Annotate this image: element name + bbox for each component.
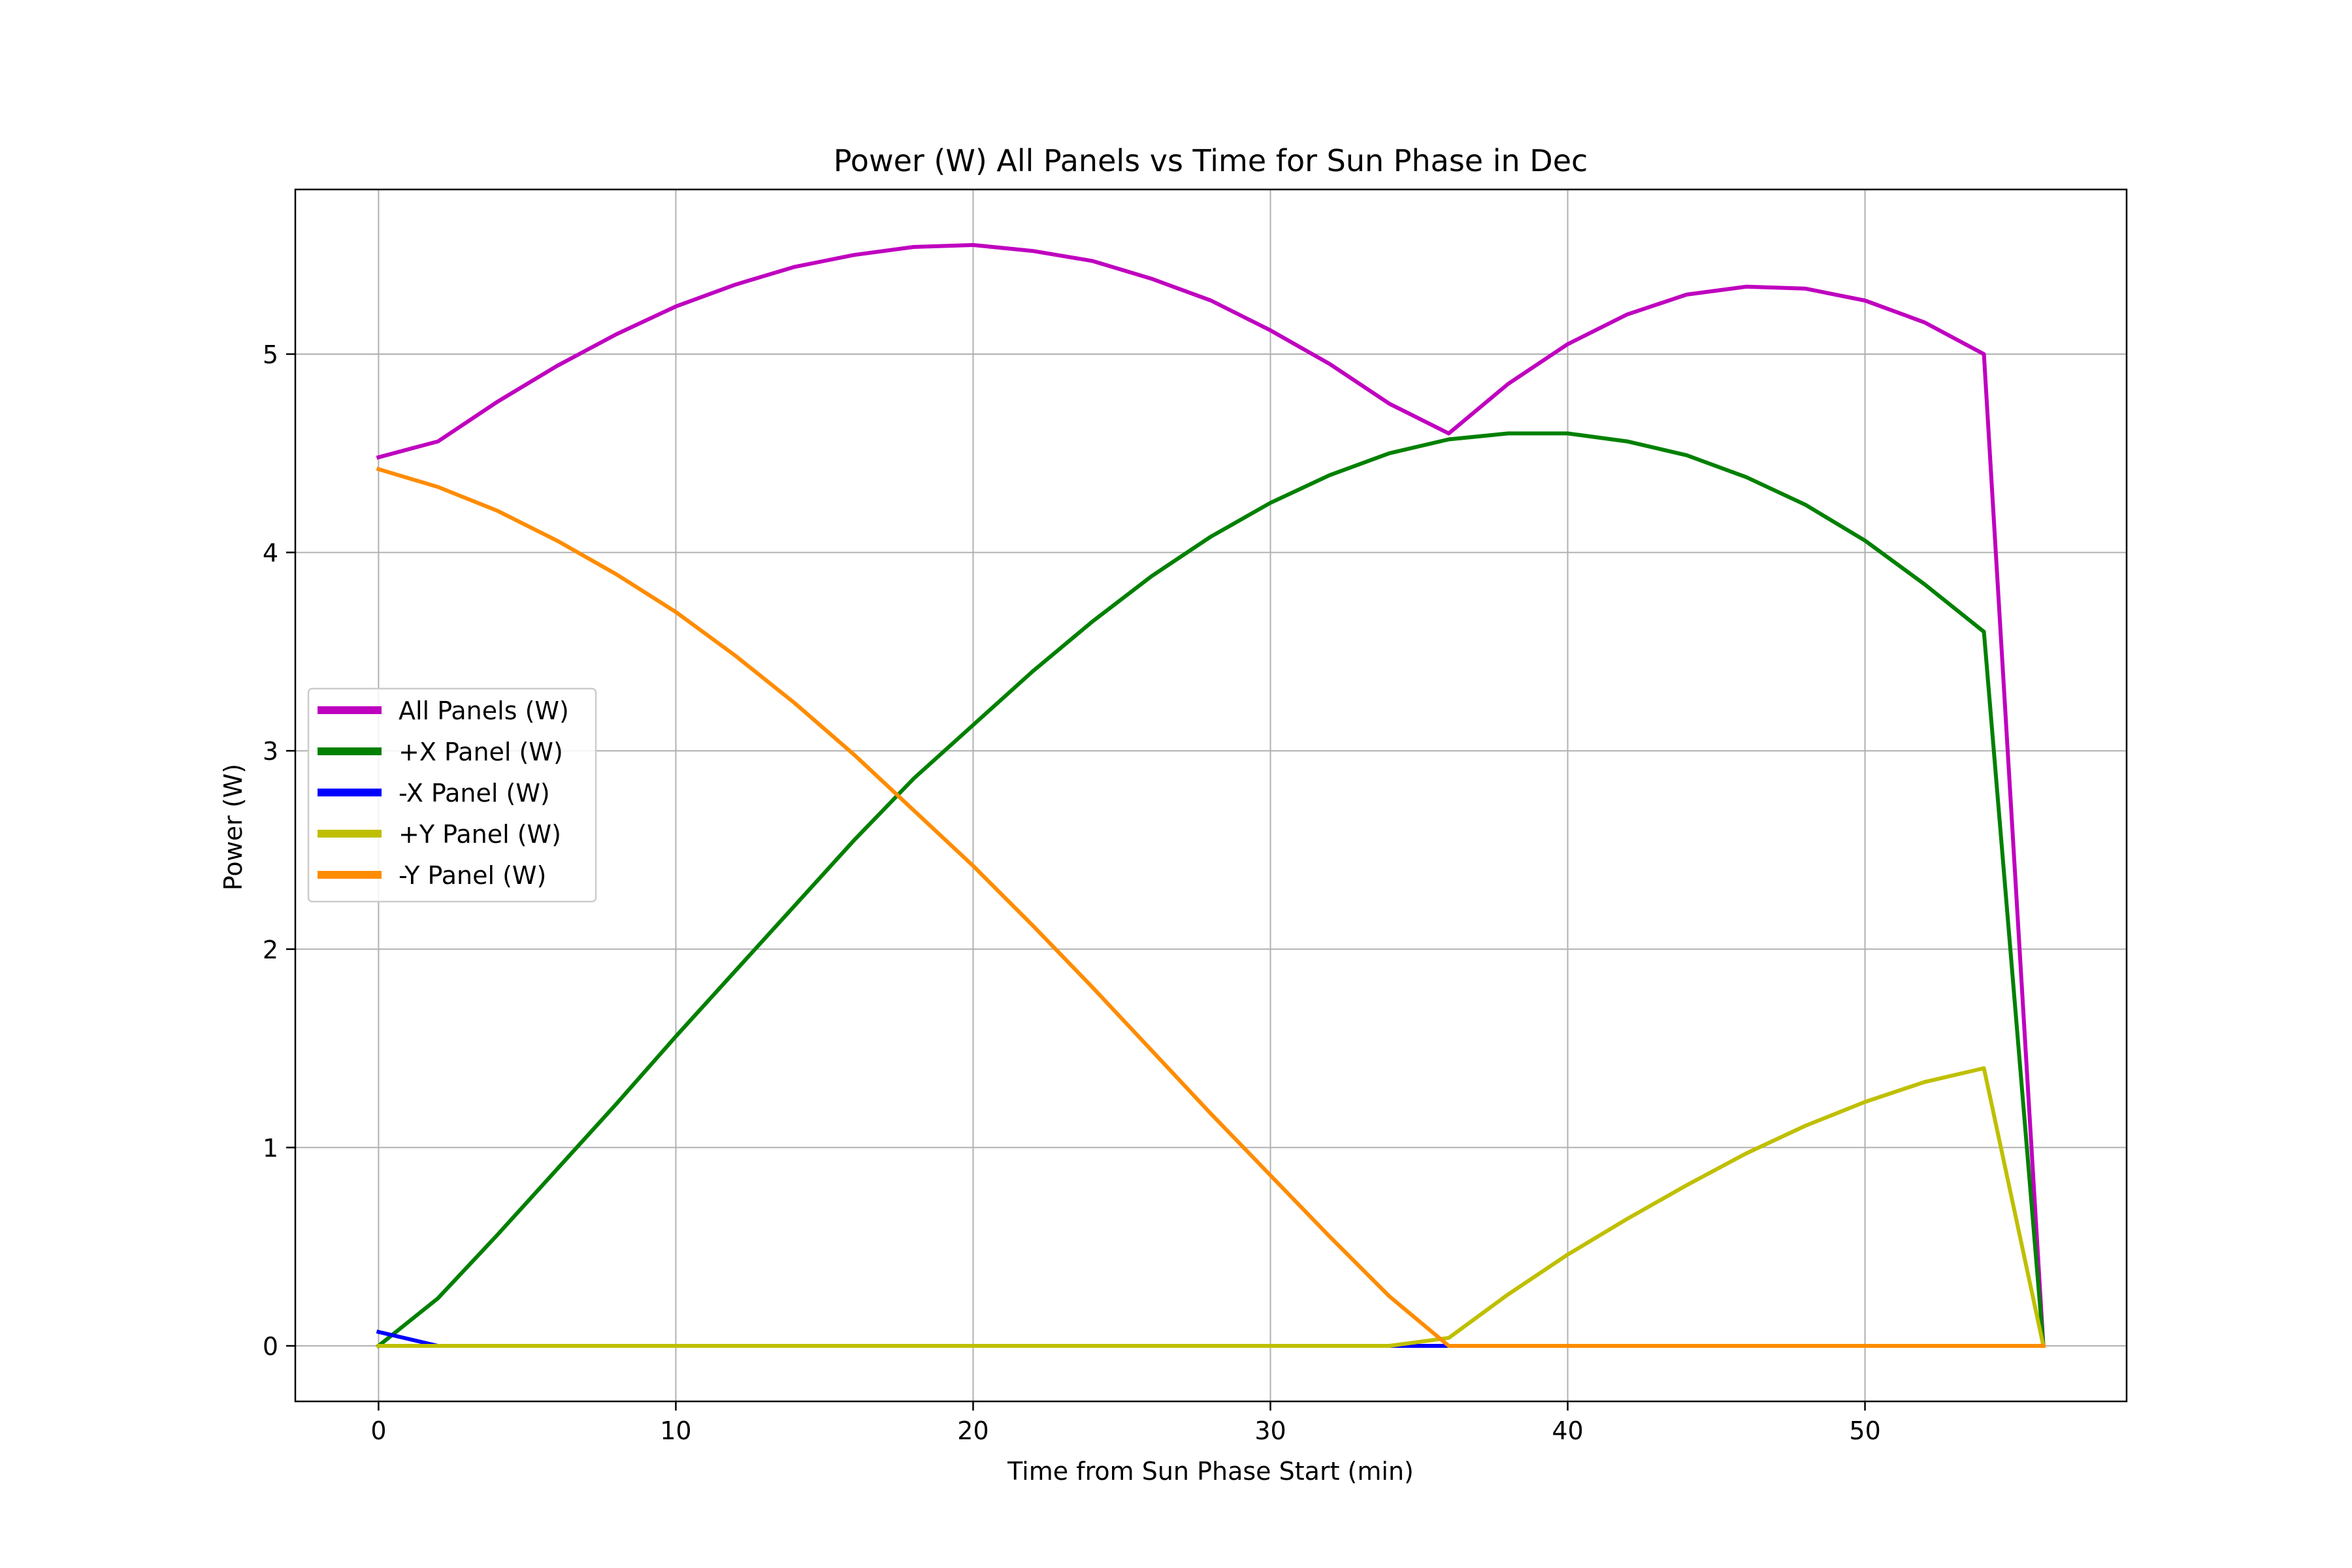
x-tick-label: 50 (1849, 1416, 1880, 1445)
y-tick-label: 1 (263, 1134, 278, 1162)
legend-label-1: +X Panel (W) (399, 738, 563, 766)
legend: All Panels (W) +X Panel (W) -X Panel (W) +Y… (307, 687, 597, 903)
x-axis-label: Time from Sun Phase Start (min) (1007, 1457, 1414, 1486)
y-tick-label: 0 (263, 1332, 278, 1361)
axis-ticks: 0 10 20 30 40 50 0 1 2 3 4 5 (263, 340, 1881, 1445)
x-tick-label: 30 (1254, 1416, 1286, 1445)
series-line-1 (376, 431, 2046, 1349)
x-tick-label: 10 (660, 1416, 691, 1445)
legend-label-0: All Panels (W) (399, 696, 569, 725)
legend-label-4: -Y Panel (W) (399, 861, 546, 890)
x-tick-label: 20 (957, 1416, 988, 1445)
legend-box (307, 687, 597, 903)
y-tick-label: 5 (263, 340, 278, 369)
chart-title: Power (W) All Panels vs Time for Sun Pha… (834, 143, 1588, 178)
y-tick-label: 3 (263, 737, 278, 766)
series-lines (376, 243, 2046, 1349)
y-tick-label: 2 (263, 936, 278, 964)
y-axis-label: Power (W) (219, 764, 248, 890)
grid (295, 189, 2127, 1401)
series-line-4 (376, 466, 2046, 1348)
legend-label-2: -X Panel (W) (399, 779, 550, 808)
plot-frame (294, 188, 2128, 1403)
x-tick-label: 40 (1552, 1416, 1583, 1445)
legend-label-3: +Y Panel (W) (399, 820, 561, 849)
series-line-3 (376, 1066, 2046, 1348)
series-line-0 (376, 243, 2046, 1348)
x-tick-label: 0 (370, 1416, 386, 1445)
y-tick-label: 4 (263, 539, 278, 568)
